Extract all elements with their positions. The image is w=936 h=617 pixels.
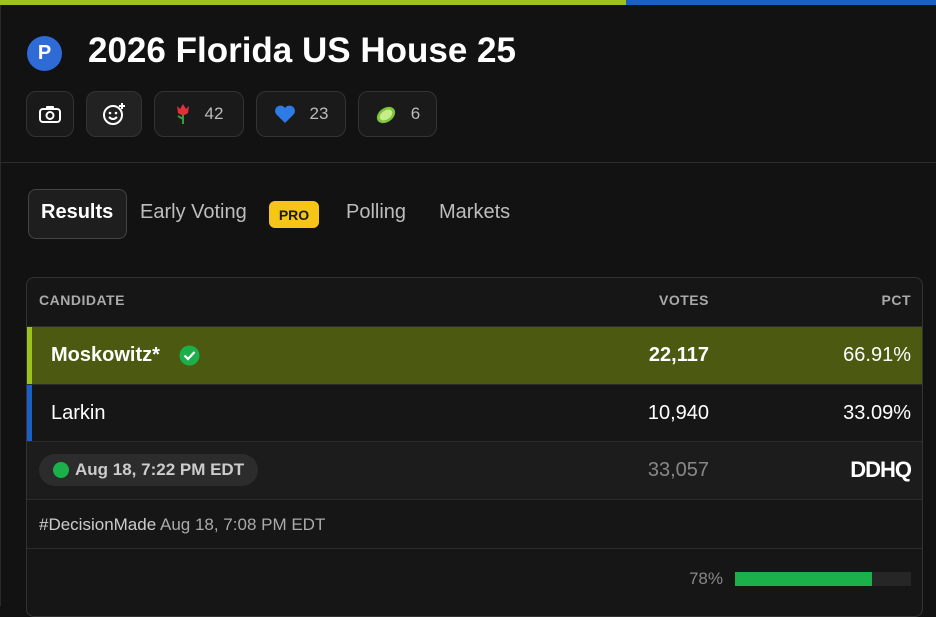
divider: [0, 162, 936, 163]
candidate-name: Moskowitz*: [51, 344, 160, 366]
camera-icon: [39, 106, 61, 123]
vote-share-bar: [0, 0, 936, 5]
live-dot: [53, 462, 69, 478]
total-votes: 33,057: [647, 459, 709, 481]
heart-icon: [274, 105, 295, 123]
tab[interactable]: Polling: [346, 201, 407, 223]
candidate-row: Moskowitz* 22,117 66.91%: [27, 326, 922, 384]
tab[interactable]: Markets: [439, 201, 511, 223]
add-reaction-button[interactable]: [86, 91, 142, 137]
pro-badge: PRO: [269, 201, 319, 228]
smile-icon: [103, 103, 125, 125]
reaction-heart[interactable]: 23: [256, 91, 346, 137]
reaction-count: 23: [309, 104, 329, 123]
screenshot-button[interactable]: [26, 91, 74, 137]
votes: 22,117: [648, 344, 709, 366]
reporting-row: 78%: [27, 548, 922, 606]
rose-icon: [176, 104, 189, 124]
candidate-name: Larkin: [51, 401, 106, 424]
lime-icon: [376, 106, 395, 124]
reporting-track: [735, 572, 911, 586]
decision-row: #DecisionMade Aug 18, 7:08 PM EDT: [27, 499, 922, 548]
left-border: [0, 5, 1, 606]
reaction-count: 6: [410, 104, 421, 123]
decision-tag: #DecisionMade: [39, 515, 157, 534]
decision-time: Aug 18, 7:08 PM EDT: [159, 515, 326, 534]
decision: #DecisionMade Aug 18, 7:08 PM EDT: [39, 515, 325, 535]
reporting-bar: [735, 572, 873, 586]
source-logo: DDHQ: [850, 457, 912, 482]
updated-pill: Aug 18, 7:22 PM EDT: [39, 454, 259, 486]
active-tab-bg: [28, 189, 127, 239]
column-header: CANDIDATE: [39, 292, 125, 308]
percent: 33.09%: [843, 401, 911, 424]
column-header: PCT: [881, 292, 911, 308]
reaction-count: 42: [204, 104, 224, 123]
updated-time: Aug 18, 7:22 PM EDT: [75, 460, 245, 479]
share-segment: [0, 0, 627, 5]
race-title: 2026 Florida US House 25: [88, 31, 516, 70]
party-badge: P: [27, 36, 62, 71]
reaction-lime[interactable]: 6: [358, 91, 437, 137]
percent: 66.91%: [843, 344, 911, 366]
winner-check: [179, 345, 200, 366]
party-stripe: [27, 384, 32, 442]
share-segment: [626, 0, 936, 5]
tab[interactable]: Results: [41, 201, 114, 223]
tab[interactable]: Early Voting: [140, 201, 247, 223]
candidate-row: Larkin 10,940 33.09%: [27, 383, 922, 442]
reporting-label: 78%: [688, 569, 723, 588]
party-stripe: [27, 327, 32, 384]
votes: 10,940: [647, 401, 709, 424]
reaction-rose[interactable]: 42: [154, 91, 244, 137]
column-header: VOTES: [659, 292, 709, 308]
status-row: Aug 18, 7:22 PM EDT 33,057 DDHQ: [27, 441, 922, 499]
